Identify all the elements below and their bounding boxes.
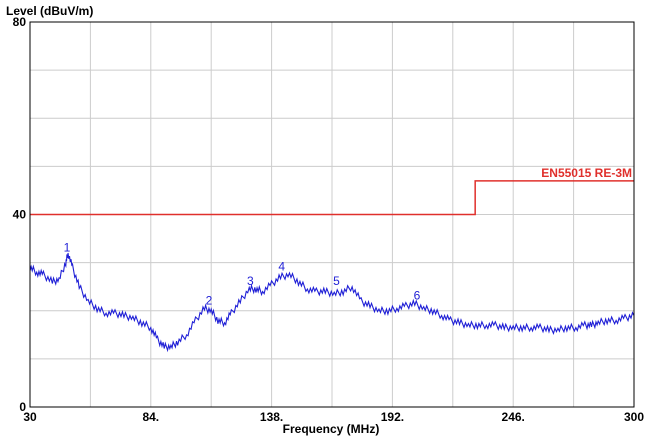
axis-ticks: 30 84. 138. 192. 246. 300 0 40 80 [13, 15, 645, 424]
x-tick-label: 192. [381, 410, 404, 424]
x-tick-label: 138. [260, 410, 283, 424]
peak-markers: 1 2 3 4 5 6 [64, 240, 421, 307]
peak-marker-label: 4 [278, 260, 285, 274]
x-tick-label: 30 [23, 410, 37, 424]
series-line [29, 252, 635, 353]
peak-marker-label: 5 [333, 274, 340, 288]
x-tick-label: 84. [142, 410, 159, 424]
limit-line-group: EN55015 RE-3M [30, 166, 634, 216]
peak-marker-label: 1 [64, 240, 71, 254]
x-axis-label: Frequency (MHz) [283, 422, 380, 436]
limit-line-label: EN55015 RE-3M [541, 166, 632, 180]
y-tick-label: 0 [19, 400, 26, 414]
plot-frame [29, 21, 635, 408]
x-tick-label: 300 [624, 410, 644, 424]
y-axis-label: Level (dBuV/m) [6, 4, 93, 18]
peak-marker-label: 3 [247, 274, 254, 288]
y-tick-label: 80 [13, 15, 27, 29]
limit-line [30, 180, 634, 216]
y-tick-label: 40 [13, 208, 27, 222]
peak-marker-label: 2 [206, 293, 213, 307]
x-tick-label: 246. [502, 410, 525, 424]
series-group [29, 252, 635, 353]
peak-marker-label: 6 [414, 289, 421, 303]
